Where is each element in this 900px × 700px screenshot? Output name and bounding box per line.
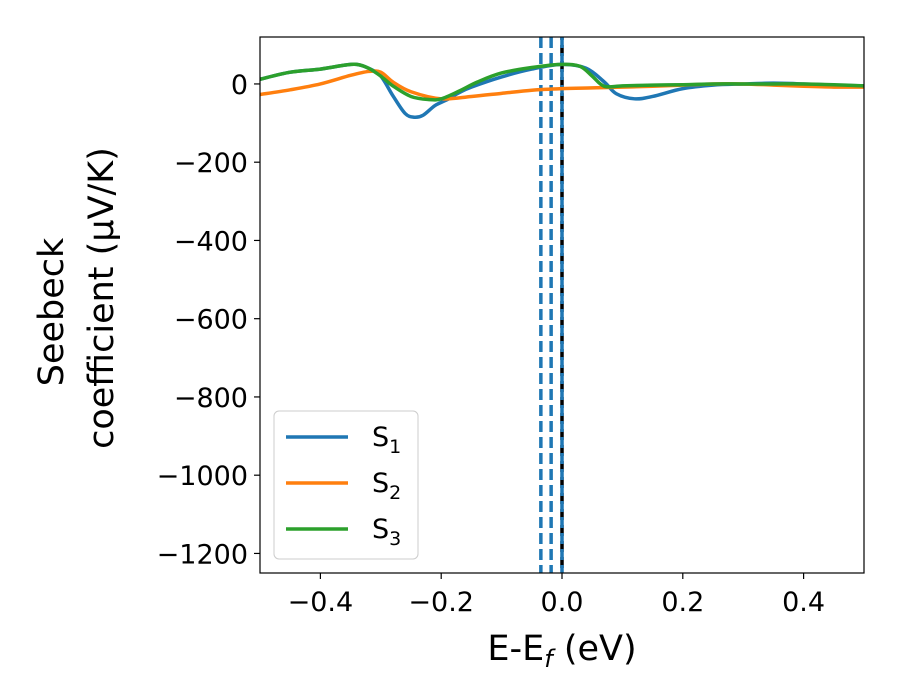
legend-label: S3 bbox=[372, 514, 401, 550]
y-tick-label: −800 bbox=[174, 383, 248, 414]
legend-label: S1 bbox=[372, 422, 401, 458]
y-tick-label: 0 bbox=[231, 70, 248, 101]
legend-box bbox=[273, 410, 419, 560]
y-axis-label-line1: Seebeck bbox=[32, 237, 72, 386]
y-tick-label: −1000 bbox=[157, 461, 248, 492]
x-axis-ticks: −0.4 −0.2 0.0 0.2 0.4 bbox=[288, 573, 825, 618]
series-lines bbox=[260, 62, 864, 120]
x-tick-label: 0.4 bbox=[782, 587, 825, 618]
y-axis-label-line2: coefficient (μV/K) bbox=[82, 147, 122, 449]
vertical-marker-lines bbox=[539, 37, 564, 573]
legend: S1 S2 S3 bbox=[273, 410, 419, 560]
x-axis-label-unit: (eV) bbox=[553, 629, 637, 669]
y-tick-label: −1200 bbox=[157, 539, 248, 570]
x-axis-label: E-Ef (eV) bbox=[487, 629, 636, 673]
y-tick-label: −400 bbox=[174, 226, 248, 257]
x-tick-label: −0.4 bbox=[288, 587, 354, 618]
y-axis-ticks: 0 −200 −400 −600 −800 −1000 −1200 bbox=[157, 70, 260, 570]
legend-label: S2 bbox=[372, 468, 401, 504]
x-tick-label: 0.2 bbox=[661, 587, 704, 618]
x-tick-label: −0.2 bbox=[408, 587, 474, 618]
x-axis-label-main: E-E bbox=[487, 629, 544, 669]
y-tick-label: −200 bbox=[174, 148, 248, 179]
x-tick-label: 0.0 bbox=[541, 587, 584, 618]
series-line-s3 bbox=[260, 62, 864, 102]
y-tick-label: −600 bbox=[174, 305, 248, 336]
